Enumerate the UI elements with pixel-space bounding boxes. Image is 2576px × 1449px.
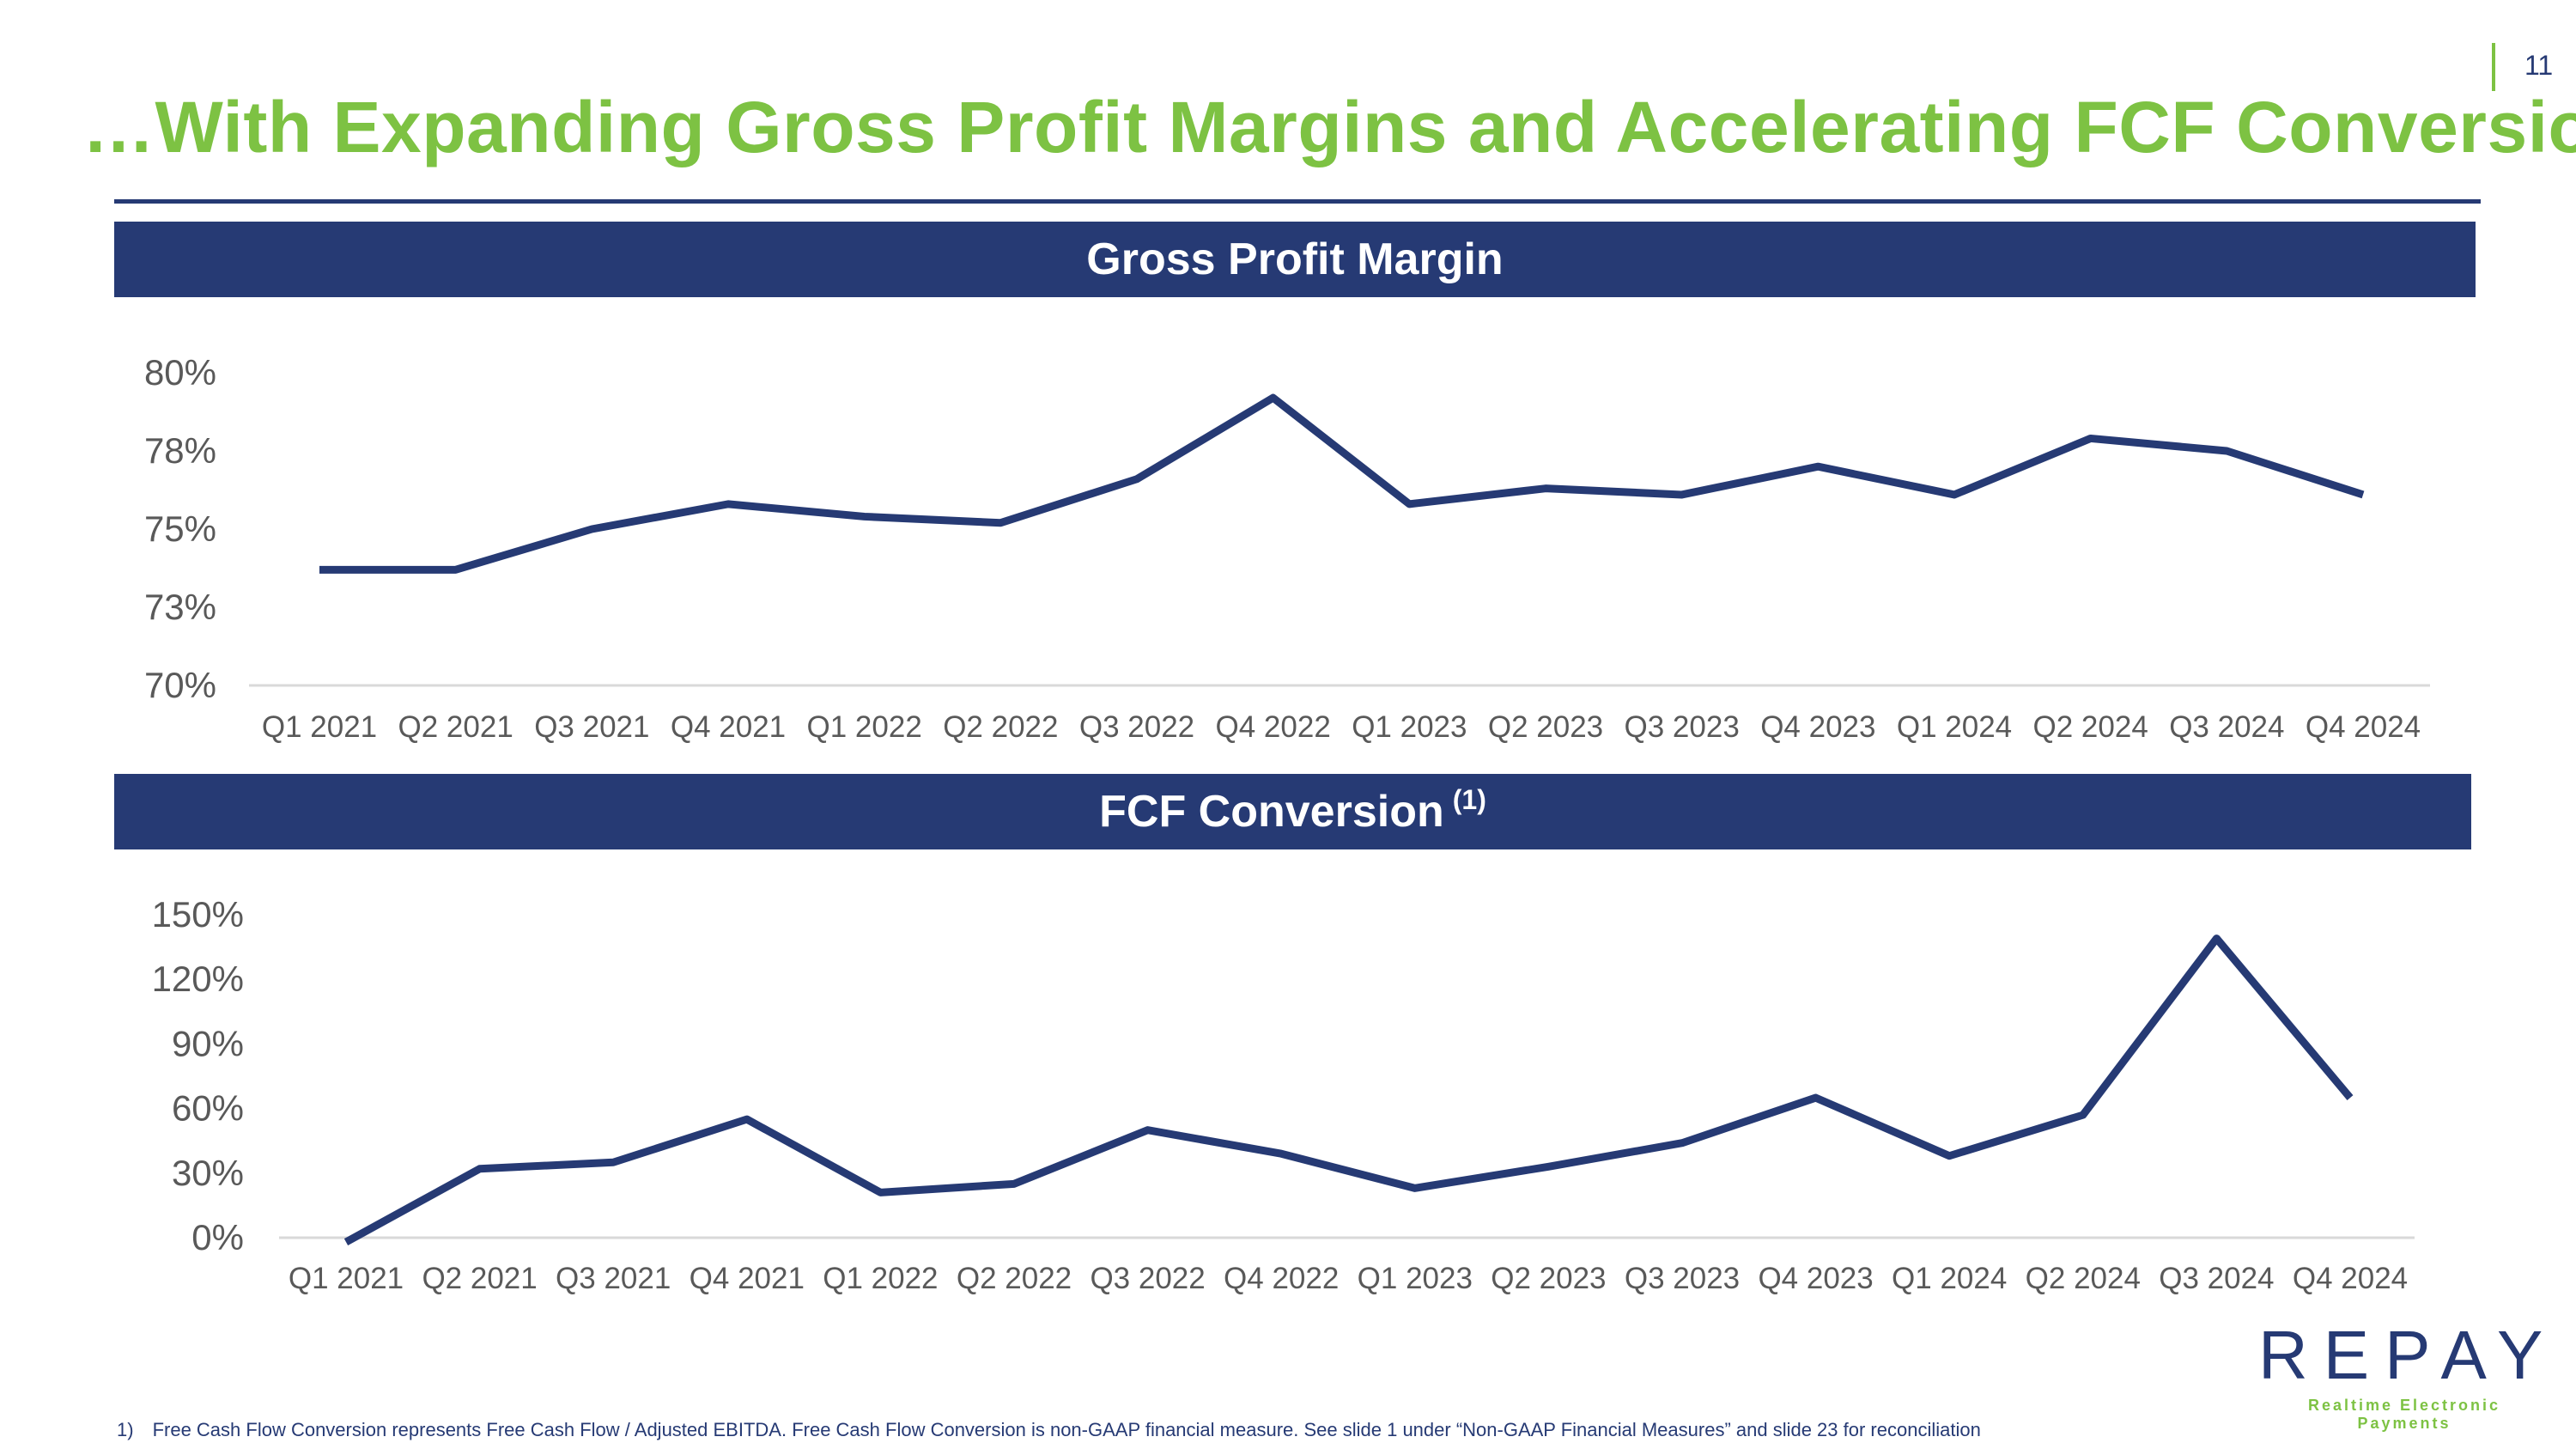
logo-tagline: Realtime Electronic Payments [2307,1397,2501,1432]
fcf-data-point [1547,1166,1549,1167]
gpm-y-tick-label: 78% [144,430,216,471]
gpm-x-tick-label: Q1 2022 [807,710,922,744]
fcf-data-point [1280,1153,1282,1154]
fcf-conversion-label: FCF Conversion [1099,787,1444,837]
gpm-data-point [2362,494,2364,496]
fcf-x-tick-label: Q1 2023 [1358,1262,1473,1295]
gpm-y-tick-label: 80% [144,352,216,393]
gpm-x-tick-label: Q1 2021 [262,710,377,744]
fcf-x-tick-label: Q2 2023 [1491,1262,1606,1295]
gpm-data-point [1681,494,1683,496]
gpm-data-point [2226,450,2227,452]
gpm-data-point [1136,478,1138,480]
fcf-data-point [2082,1114,2084,1116]
fcf-y-tick-label: 60% [172,1088,244,1129]
fcf-data-point [345,1241,347,1243]
repay-logo: REPAY Realtime Electronic Payments [2258,1321,2550,1433]
gpm-x-tick-label: Q2 2021 [398,710,513,744]
footnote-text: Free Cash Flow Conversion represents Fre… [152,1419,1981,1440]
fcf-data-point [2215,938,2217,940]
gpm-data-point [591,528,592,530]
gpm-x-tick-label: Q4 2023 [1760,710,1875,744]
fcf-conversion-header: FCF Conversion (1) [114,774,2471,849]
fcf-data-point [1815,1097,1817,1099]
gpm-y-tick-label: 70% [144,665,216,705]
gpm-data-point [1953,494,1955,496]
fcf-series-line [343,935,2354,1245]
fcf-data-point [2349,1097,2351,1099]
fcf-y-tick-label: 150% [152,894,244,935]
fcf-x-tick-label: Q3 2022 [1090,1262,1205,1295]
gpm-x-tick-label: Q2 2022 [943,710,1058,744]
gpm-x-tick-label: Q2 2024 [2033,710,2148,744]
gpm-x-tick-label: Q1 2024 [1897,710,2012,744]
fcf-x-tick-label: Q3 2023 [1625,1262,1740,1295]
fcf-x-tick-label: Q4 2021 [690,1262,805,1295]
gpm-x-tick-label: Q3 2024 [2169,710,2284,744]
fcf-x-tick-label: Q3 2024 [2159,1262,2274,1295]
fcf-x-tick-label: Q2 2024 [2026,1262,2141,1295]
gpm-x-tick-label: Q1 2023 [1352,710,1467,744]
footnote-marker: 1) [117,1419,134,1440]
fcf-y-tick-label: 0% [191,1217,244,1257]
gpm-x-tick-label: Q4 2024 [2306,710,2421,744]
slide-title: …With Expanding Gross Profit Margins and… [82,87,2576,167]
fcf-x-tick-label: Q1 2022 [823,1262,938,1295]
fcf-y-tick-label: 120% [152,959,244,999]
gpm-data-point [999,522,1001,524]
fcf-y-tick-label: 90% [172,1023,244,1063]
fcf-x-tick-label: Q1 2024 [1892,1262,2007,1295]
fcf-data-point [612,1161,614,1163]
gpm-x-tick-label: Q3 2021 [534,710,649,744]
fcf-data-point [479,1168,481,1170]
gpm-x-tick-label: Q4 2022 [1216,710,1331,744]
gpm-x-tick-label: Q3 2023 [1625,710,1740,744]
gpm-data-point [727,503,729,505]
fcf-data-point [746,1118,748,1120]
fcf-data-point [1948,1155,1950,1157]
gpm-data-point [1408,503,1410,505]
fcf-data-point [1013,1183,1015,1184]
fcf-x-tick-label: Q4 2023 [1758,1262,1873,1295]
fcf-y-tick-label: 30% [172,1153,244,1193]
gross-profit-margin-label: Gross Profit Margin [1086,234,1504,284]
fcf-footnote-ref: (1) [1452,783,1486,815]
gpm-x-tick-label: Q2 2023 [1488,710,1603,744]
gpm-x-tick-label: Q4 2021 [671,710,786,744]
fcf-data-point [879,1191,881,1193]
page-number: 11 [2524,50,2554,81]
fcf-x-tick-label: Q4 2022 [1224,1262,1339,1295]
gpm-x-tick-label: Q3 2022 [1079,710,1194,744]
fcf-data-point [1681,1142,1683,1144]
gpm-data-point [2090,437,2092,439]
gpm-series-line [319,393,2365,574]
gpm-data-point [1817,466,1819,467]
title-divider [114,199,2481,204]
gpm-data-point [455,569,457,570]
fcf-x-tick-label: Q3 2021 [556,1262,671,1295]
fcf-data-point [1147,1129,1149,1131]
fcf-data-point [1414,1187,1416,1189]
fcf-x-tick-label: Q2 2021 [422,1262,537,1295]
gpm-data-point [1273,397,1274,399]
fcf-x-tick-label: Q4 2024 [2293,1262,2408,1295]
gross-profit-margin-header: Gross Profit Margin [114,222,2476,297]
fcf-x-tick-label: Q2 2022 [957,1262,1072,1295]
footnote: 1) Free Cash Flow Conversion represents F… [117,1419,1981,1441]
gpm-data-point [319,569,320,570]
gpm-data-point [1545,488,1546,490]
gpm-y-tick-label: 75% [144,508,216,549]
logo-wordmark: REPAY [2258,1317,2559,1393]
gpm-y-tick-label: 73% [144,587,216,627]
gpm-data-point [864,515,866,517]
fcf-x-tick-label: Q1 2021 [289,1262,404,1295]
page-number-divider [2492,43,2495,91]
